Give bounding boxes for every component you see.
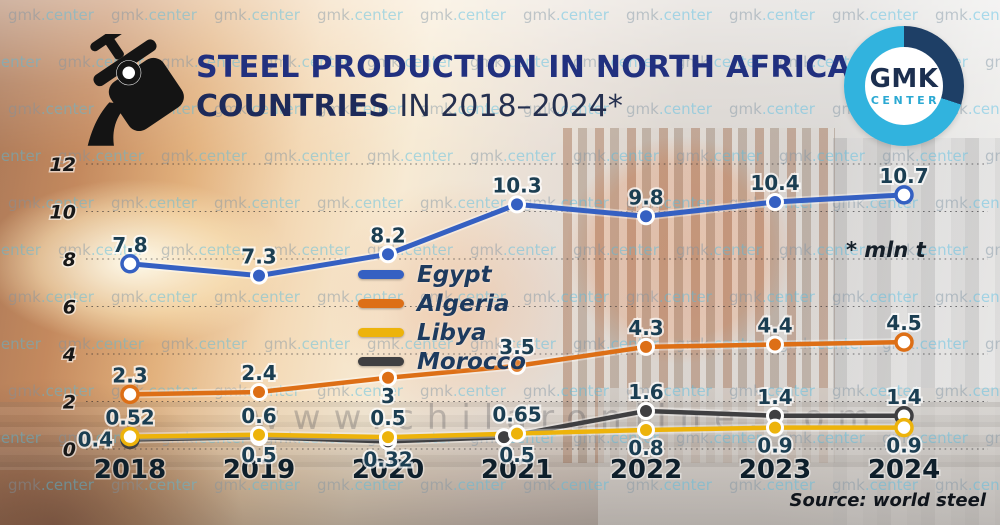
x-tick-label-2024: 2024 <box>868 455 940 485</box>
legend-swatch-algeria <box>358 299 404 308</box>
data-label-algeria-2021: 3.5 <box>499 335 534 359</box>
units-annotation: * mln t <box>846 238 926 262</box>
y-tick-label-12: 12 <box>50 154 76 176</box>
data-label-libya-2021: 0.65 <box>492 403 541 427</box>
data-label-egypt-2019: 7.3 <box>241 245 276 269</box>
legend-item-egypt: Egypt <box>358 260 526 289</box>
x-tick-label-2018: 2018 <box>94 455 166 485</box>
data-label-libya-2023: 0.9 <box>757 434 792 458</box>
x-tick-label-2021: 2021 <box>481 455 553 485</box>
legend-label-egypt: Egypt <box>417 261 492 288</box>
marker-algeria-2019 <box>250 383 268 401</box>
x-tick-label-2020: 2020 <box>352 455 424 485</box>
data-label-libya-2022: 0.8 <box>628 436 663 460</box>
data-label-egypt-2018: 7.8 <box>112 233 147 257</box>
data-label-egypt-2021: 10.3 <box>492 173 541 197</box>
data-label-libya-2020: 0.5 <box>370 406 405 430</box>
marker-algeria-2024 <box>894 332 914 352</box>
data-label-algeria-2023: 4.4 <box>757 314 792 338</box>
y-tick-label-0: 0 <box>63 439 76 461</box>
marker-libya-2018 <box>120 426 140 447</box>
marker-algeria-2023 <box>766 335 784 354</box>
gmk-logo-subtext: CENTER <box>870 93 941 107</box>
marker-egypt-2024 <box>894 185 914 205</box>
marker-egypt-2022 <box>637 207 655 226</box>
gmk-center-logo: GMK CENTER <box>844 26 964 146</box>
marker-egypt-2021 <box>508 195 526 214</box>
legend-swatch-libya <box>358 328 404 337</box>
x-tick-label-2022: 2022 <box>610 455 682 485</box>
marker-algeria-2018 <box>120 384 140 405</box>
data-label-morocco-2021: 0.5 <box>499 443 534 467</box>
x-tick-label-2019: 2019 <box>223 455 295 485</box>
data-label-morocco-2019: 0.5 <box>241 443 276 467</box>
marker-libya-2019 <box>250 425 268 444</box>
data-label-morocco-2020: 0.32 <box>363 447 412 471</box>
data-label-algeria-2018: 2.3 <box>112 363 147 387</box>
data-label-morocco-2024: 1.4 <box>886 385 921 409</box>
data-label-algeria-2024: 4.5 <box>886 311 921 335</box>
legend-swatch-egypt <box>358 270 404 279</box>
marker-libya-2020 <box>379 428 397 447</box>
data-label-morocco-2022: 1.6 <box>628 380 663 404</box>
gmk-logo-inner: GMK CENTER <box>865 47 943 125</box>
marker-morocco-2022 <box>637 402 655 420</box>
y-tick-label-6: 6 <box>63 297 76 319</box>
marker-algeria-2020 <box>379 368 397 387</box>
legend-label-morocco: Morocco <box>417 348 526 375</box>
data-label-morocco-2023: 1.4 <box>757 385 792 409</box>
data-label-algeria-2022: 4.3 <box>628 316 663 340</box>
legend-item-libya: Libya <box>358 318 526 347</box>
legend-item-morocco: Morocco <box>358 347 526 376</box>
data-label-egypt-2022: 9.8 <box>628 185 663 209</box>
data-label-egypt-2020: 8.2 <box>370 223 405 247</box>
legend-swatch-morocco <box>358 357 404 366</box>
marker-egypt-2019 <box>250 266 268 285</box>
marker-libya-2021 <box>508 424 526 443</box>
legend-item-algeria: Algeria <box>358 289 526 318</box>
data-label-algeria-2020: 3 <box>381 384 395 408</box>
x-tick-label-2023: 2023 <box>739 455 811 485</box>
page-title: STEEL PRODUCTION IN NORTH AFRICAN COUNTR… <box>196 50 876 125</box>
marker-algeria-2022 <box>637 337 655 356</box>
data-label-algeria-2019: 2.4 <box>241 361 276 385</box>
data-label-libya-2019: 0.6 <box>241 404 276 428</box>
y-tick-label-8: 8 <box>63 249 76 271</box>
data-label-morocco-2018: 0.4 <box>78 428 113 452</box>
data-label-egypt-2024: 10.7 <box>879 164 928 188</box>
steel-ladle-icon <box>87 34 184 146</box>
y-tick-label-2: 2 <box>63 392 76 414</box>
marker-libya-2024 <box>894 417 914 438</box>
title-line-2: COUNTRIES IN 2018–2024* <box>196 89 876 125</box>
data-label-egypt-2023: 10.4 <box>750 171 799 195</box>
legend-label-libya: Libya <box>417 319 487 346</box>
source-note: Source: world steel <box>789 490 986 511</box>
data-label-libya-2024: 0.9 <box>886 434 921 458</box>
gmk-logo-text: GMK <box>869 63 939 94</box>
marker-libya-2023 <box>766 418 784 437</box>
marker-egypt-2023 <box>766 193 784 211</box>
legend: Egypt Algeria Libya Morocco <box>358 260 526 376</box>
title-line-1: STEEL PRODUCTION IN NORTH AFRICAN <box>196 50 877 85</box>
title-line-2-rest: IN 2018–2024* <box>389 89 623 124</box>
marker-libya-2022 <box>637 421 655 439</box>
marker-algeria-2021 <box>508 356 526 375</box>
marker-egypt-2020 <box>379 245 397 264</box>
y-tick-label-4: 4 <box>62 344 76 366</box>
data-label-libya-2018: 0.52 <box>105 406 154 430</box>
legend-label-algeria: Algeria <box>417 290 510 317</box>
marker-egypt-2018 <box>120 254 140 274</box>
y-tick-label-10: 10 <box>50 202 76 224</box>
title-line-2-bold: COUNTRIES <box>196 89 390 124</box>
